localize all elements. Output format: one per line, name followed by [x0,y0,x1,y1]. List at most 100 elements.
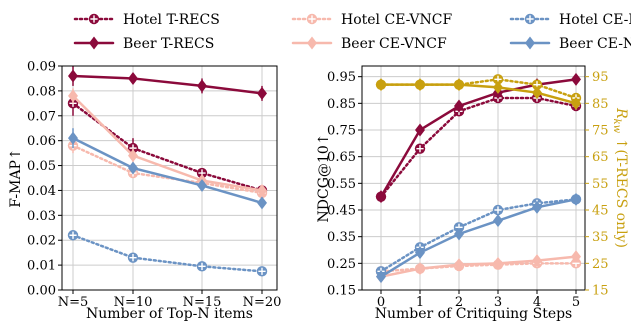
left-series-hotel-ce-ncf [67,230,268,277]
right-secondary-y-tick-label: 55 [592,177,609,192]
right-x-tick-label: 2 [455,295,463,310]
left-y-tick-label: 0.00 [27,284,56,299]
data-point [257,183,267,197]
data-point [376,190,386,204]
left-y-tick-label: 0.09 [27,60,56,75]
right-y-tick-label: 0.85 [327,97,356,112]
legend-entry-hotel-ce-ncf: Hotel CE-NCF [509,12,631,28]
data-point [415,123,425,137]
data-point [197,79,207,93]
data-point [493,80,503,94]
right-secondary-y-tick-label: 95 [592,70,609,85]
data-point [454,227,464,241]
right-secondary-y-tick-label: 25 [592,257,609,272]
legend-label: Beer CE-VNCF [341,36,447,52]
right-y-tick-label: 0.75 [327,124,356,139]
data-point [571,96,581,110]
data-point-cross [198,262,206,270]
data-point [257,196,267,210]
data-point-cross [494,206,502,214]
data-point [571,192,581,206]
data-point [128,161,138,175]
legend-entry-beer-ce-vncf: Beer CE-VNCF [291,36,447,52]
left-y-tick-label: 0.07 [27,109,56,124]
left-series [67,66,268,277]
left-y-tick-label: 0.06 [27,134,56,149]
right-secondary-y-tick-label: 45 [592,204,609,219]
right-x-axis-label: Number of Critiquing Steps [375,306,573,322]
series-line [379,78,578,198]
right-y-tick-label: 0.25 [327,257,356,272]
data-point-cross [129,254,137,262]
data-point [454,99,464,113]
data-point [454,258,464,272]
legend-label: Beer CE-NCF [559,36,631,52]
data-point [68,69,78,83]
legend-label: Hotel CE-NCF [559,12,631,28]
series-line [71,136,264,205]
series-line [379,255,578,278]
right-secondary-y-tick-label: 65 [592,150,609,165]
series-line [71,94,264,192]
legend-marker-cross [90,15,98,23]
data-point-cross [258,267,266,275]
left-plot-frame [61,65,278,291]
data-point [128,71,138,85]
right-y-axis-label: NDCG@10↑ [316,134,332,223]
right-y-tick-label: 0.55 [327,177,356,192]
data-point [532,86,542,100]
left-x-tick-label: N=15 [183,295,222,310]
right-y-tick-label: 0.65 [327,150,356,165]
legend-entry-hotel-t-recs: Hotel T-RECS [73,12,220,28]
left-y-tick-label: 0.04 [27,184,56,199]
legend-entry-beer-ce-ncf: Beer CE-NCF [509,36,631,52]
right-series-hotel-t-recs [375,92,582,202]
legend-marker [525,36,535,50]
right-x-tick-label: 5 [572,295,580,310]
data-point [415,78,425,92]
legend: Hotel T-RECS Beer T-RECS Hotel CE-VNCF Beer… [73,12,631,52]
left-y-tick-label: 0.01 [27,259,56,274]
right-x-tick-label: 1 [416,295,424,310]
series-line [71,74,264,95]
legend-label: Hotel CE-VNCF [341,12,452,28]
right-series-beer-ce-ncf [376,192,581,284]
data-point-cross [416,145,424,153]
left-y-tick-label: 0.05 [27,159,56,174]
data-point [376,78,386,92]
data-point [415,246,425,260]
left-series-beer-t-recs [68,66,267,101]
data-point [493,214,503,228]
right-series-beer-t-recs-rkw [376,78,581,110]
legend-entry-hotel-ce-vncf: Hotel CE-VNCF [291,12,452,28]
left-x-tick-label: N=20 [243,295,282,310]
data-point [532,200,542,214]
right-y-tick-label: 0.45 [327,204,356,219]
legend-label: Beer T-RECS [123,36,214,52]
data-point [571,72,581,86]
right-plot-frame [361,65,586,291]
left-ticks: 0.00 0.01 0.02 0.03 0.04 0.05 0.06 0.07 0.08 0.09… [27,60,281,311]
right-grid [362,66,585,291]
left-y-tick-label: 0.08 [27,84,56,99]
right-series [375,72,582,284]
data-point [257,86,267,100]
right-secondary-y-tick-label: 15 [592,284,609,299]
data-point [376,270,386,284]
data-point [68,89,78,103]
series-line [379,198,578,278]
right-ticks: 0.150.250.350.450.550.650.750.850.951525… [327,70,609,310]
right-secondary-y-tick-label: 75 [592,124,609,139]
right-secondary-y-axis-label: Rkw ↑(T-RECS only) [611,107,629,248]
series-line [379,83,578,105]
legend-marker [89,36,99,50]
legend-marker [307,36,317,50]
data-point [197,178,207,192]
data-point [493,256,503,270]
left-x-tick-label: N=10 [114,295,153,310]
left-series-hotel-t-recs [67,90,268,196]
data-point [128,149,138,163]
left-y-axis-label: F-MAP↑ [8,148,24,207]
right-secondary-y-tick-label: 35 [592,230,609,245]
